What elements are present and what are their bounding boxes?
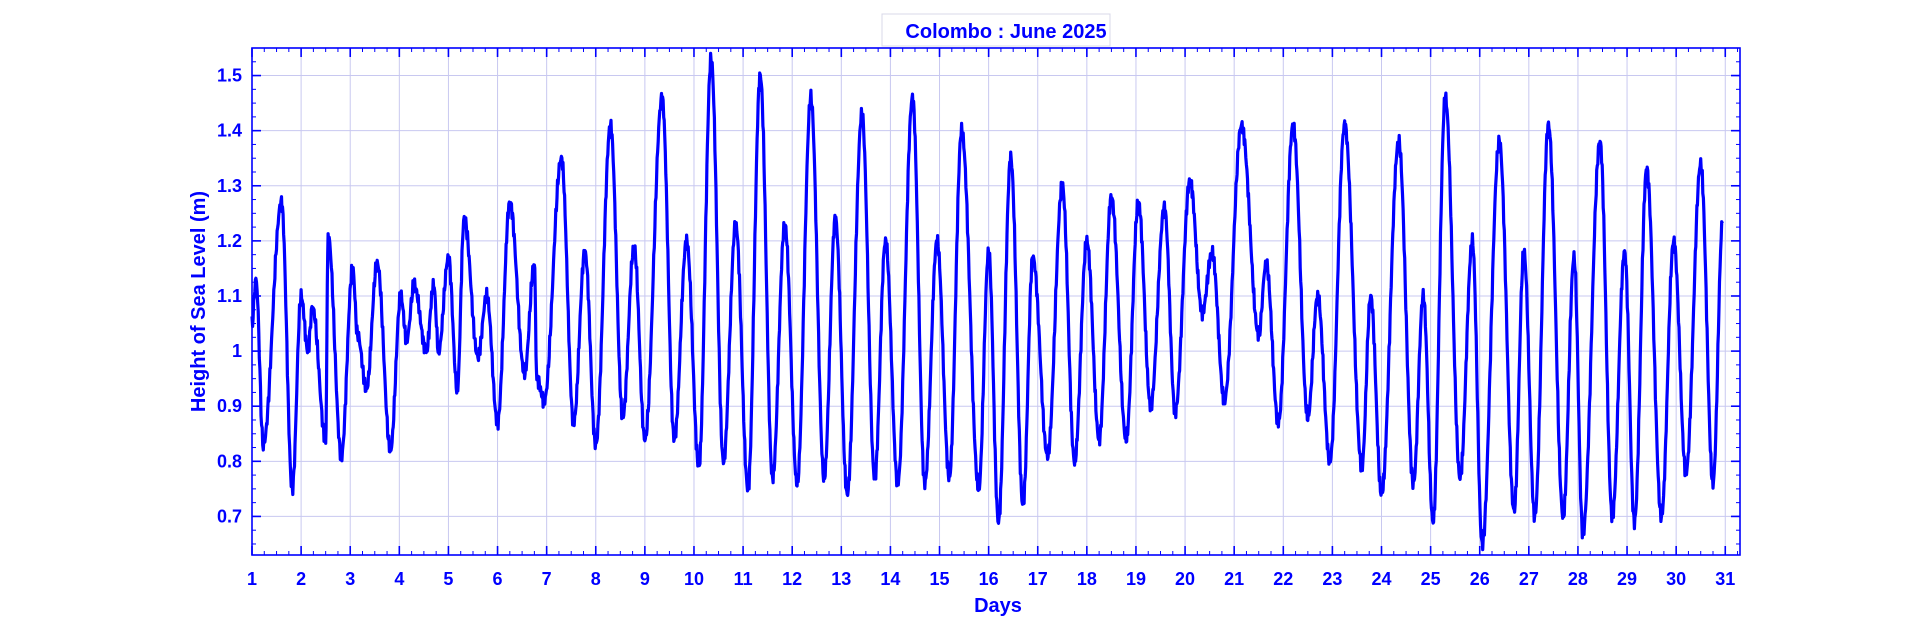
x-tick-label: 7 (542, 569, 552, 589)
x-tick-label: 13 (831, 569, 851, 589)
y-tick-label: 1 (232, 341, 242, 361)
x-tick-label: 3 (345, 569, 355, 589)
x-tick-label: 28 (1568, 569, 1588, 589)
x-tick-labels: 1 2 3 4 5 6 7 8 9 10 11 12 13 14 15 16 17 18 19 20 21 22 23 24 2… (247, 569, 1735, 589)
x-tick-label: 29 (1617, 569, 1637, 589)
title-box (881, 13, 1111, 47)
y-tick-label: 0.9 (217, 396, 242, 416)
x-tick-label: 18 (1077, 569, 1097, 589)
x-tick-label: 22 (1273, 569, 1293, 589)
x-tick-label: 6 (493, 569, 503, 589)
y-tick-label: 1.5 (217, 66, 242, 86)
x-tick-label: 24 (1371, 569, 1391, 589)
y-tick-label: 0.8 (217, 451, 242, 471)
x-tick-label: 30 (1666, 569, 1686, 589)
series-line-sea-level (250, 51, 1724, 552)
y-tick-label: 1.4 (217, 121, 242, 141)
chart-title: Colombo : June 2025 (905, 21, 1106, 43)
y-tick-label: 0.7 (217, 506, 242, 526)
x-tick-label: 19 (1126, 569, 1146, 589)
y-tick-labels: 0.7 0.8 0.9 1 1.1 1.2 1.3 1.4 1.5 (217, 66, 242, 527)
x-tick-label: 5 (443, 569, 453, 589)
x-tick-label: 15 (930, 569, 950, 589)
y-tick-label: 1.1 (217, 286, 242, 306)
y-tick-label: 1.3 (217, 176, 242, 196)
x-axis-label: Days (974, 595, 1022, 617)
y-axis-label: Height of Sea Level (m) (188, 191, 210, 412)
x-tick-label: 2 (296, 569, 306, 589)
x-tick-label: 8 (591, 569, 601, 589)
x-tick-label: 20 (1175, 569, 1195, 589)
x-tick-label: 31 (1715, 569, 1735, 589)
x-tick-label: 27 (1519, 569, 1539, 589)
x-tick-label: 26 (1470, 569, 1490, 589)
x-tick-label: 9 (640, 569, 650, 589)
plot-frame (251, 47, 1741, 556)
x-tick-label: 12 (782, 569, 802, 589)
x-tick-label: 16 (979, 569, 999, 589)
x-tick-label: 1 (247, 569, 257, 589)
x-tick-label: 21 (1224, 569, 1244, 589)
x-tick-label: 23 (1322, 569, 1342, 589)
x-tick-label: 14 (880, 569, 900, 589)
x-tick-label: 25 (1421, 569, 1441, 589)
x-tick-label: 10 (684, 569, 704, 589)
x-tick-label: 4 (394, 569, 404, 589)
x-tick-label: 17 (1028, 569, 1048, 589)
y-tick-label: 1.2 (217, 231, 242, 251)
x-tick-label: 11 (734, 569, 753, 589)
